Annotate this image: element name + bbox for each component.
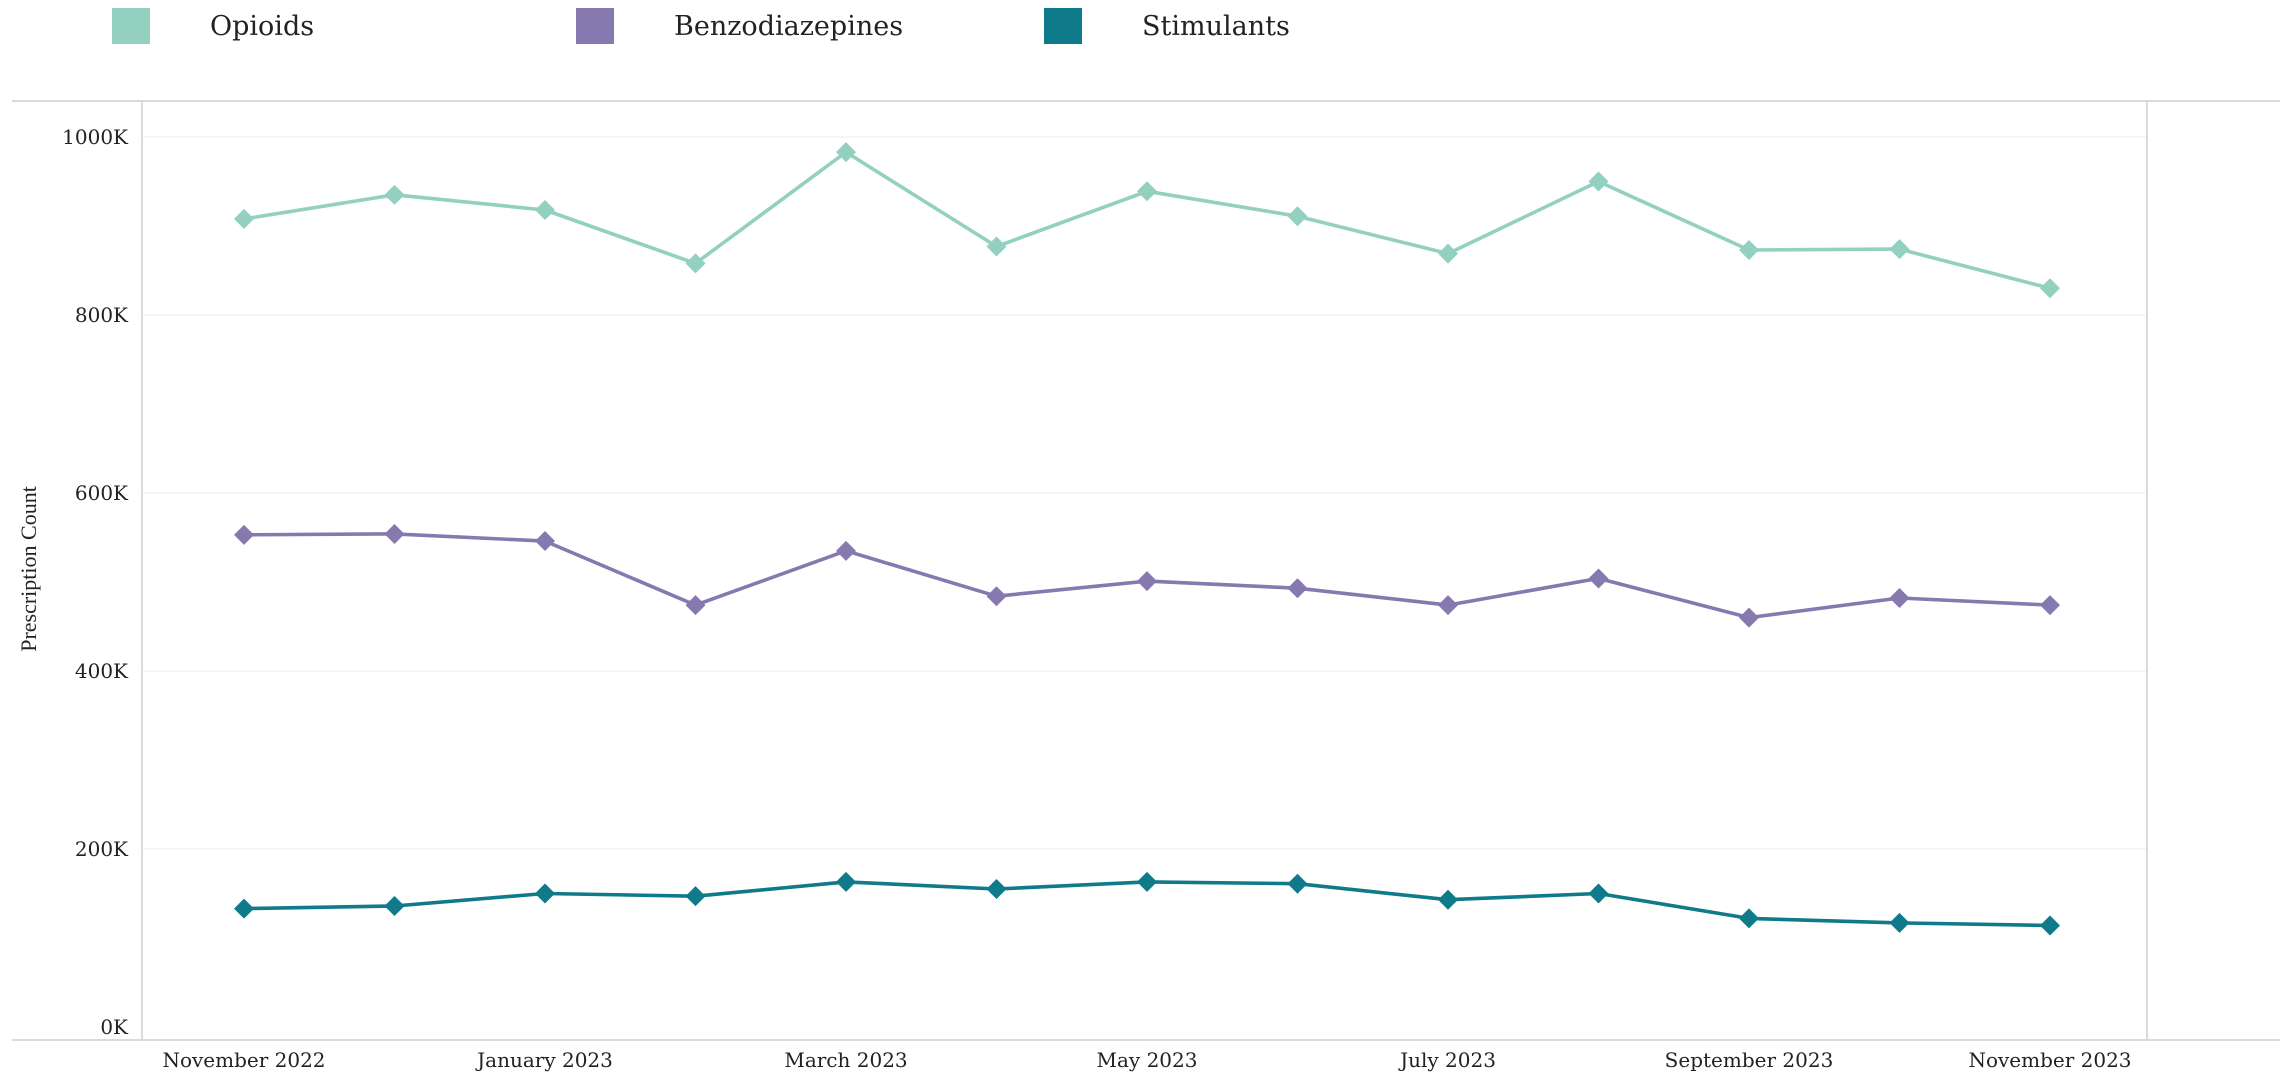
- series-opioids: [234, 142, 2060, 299]
- data-point-opioids: [685, 253, 706, 274]
- series-benzodiazepines: [234, 523, 2060, 628]
- legend-swatch-stimulants: [1044, 8, 1082, 44]
- data-point-opioids: [234, 208, 254, 229]
- chart-legend: Opioids Benzodiazepines Stimulants: [0, 0, 2287, 60]
- data-point-stimulants: [2040, 915, 2060, 936]
- x-tick-label: January 2023: [475, 1048, 613, 1072]
- x-tick-label: March 2023: [784, 1048, 907, 1072]
- data-point-benzodiazepines: [234, 524, 254, 545]
- data-point-benzodiazepines: [1588, 568, 1609, 589]
- data-point-stimulants: [986, 879, 1007, 900]
- data-point-opioids: [1287, 206, 1308, 227]
- series-line-opioids: [243, 150, 2051, 291]
- data-point-opioids: [384, 184, 405, 205]
- x-tick-label: July 2023: [1398, 1048, 1496, 1072]
- data-point-opioids: [1588, 171, 1609, 192]
- legend-item-opioids: Opioids: [112, 6, 314, 46]
- data-point-benzodiazepines: [535, 531, 555, 552]
- data-point-opioids: [1137, 181, 1157, 202]
- x-tick-label: September 2023: [1665, 1048, 1834, 1072]
- data-point-stimulants: [1137, 871, 1157, 892]
- data-point-benzodiazepines: [1137, 571, 1157, 592]
- data-point-opioids: [535, 199, 555, 220]
- y-tick-label: 400K: [75, 659, 129, 683]
- data-point-stimulants: [1739, 908, 1759, 929]
- y-tick-label: 1000K: [62, 125, 129, 149]
- legend-label-opioids: Opioids: [210, 10, 315, 42]
- legend-label-stimulants: Stimulants: [1142, 10, 1290, 42]
- y-axis-title: Prescription Count: [16, 486, 41, 652]
- data-point-stimulants: [1889, 912, 1910, 933]
- data-point-stimulants: [1287, 873, 1308, 894]
- data-point-opioids: [1438, 243, 1458, 264]
- legend-item-stimulants: Stimulants: [1044, 6, 1290, 46]
- legend-item-benzodiazepines: Benzodiazepines: [576, 6, 903, 46]
- data-point-benzodiazepines: [836, 540, 856, 561]
- data-point-stimulants: [535, 883, 555, 904]
- data-point-opioids: [1739, 240, 1759, 261]
- data-point-stimulants: [836, 871, 856, 892]
- data-point-stimulants: [1588, 883, 1609, 904]
- series-stimulants: [234, 871, 2060, 936]
- y-tick-label: 0K: [100, 1015, 129, 1039]
- data-point-stimulants: [1438, 889, 1458, 910]
- data-point-benzodiazepines: [2040, 595, 2060, 616]
- data-point-opioids: [836, 142, 856, 163]
- data-point-benzodiazepines: [1438, 595, 1458, 616]
- data-point-benzodiazepines: [1739, 607, 1759, 628]
- x-axis-ticks: November 2022 January 2023 March 2023 May 2…: [162, 1048, 2131, 1072]
- data-point-opioids: [2040, 278, 2060, 299]
- legend-swatch-opioids: [112, 8, 150, 44]
- data-point-benzodiazepines: [685, 595, 706, 616]
- gridlines: [143, 136, 2146, 850]
- data-point-benzodiazepines: [384, 523, 405, 544]
- data-point-benzodiazepines: [986, 586, 1007, 607]
- x-tick-label: November 2022: [162, 1048, 325, 1072]
- y-tick-label: 600K: [75, 481, 129, 505]
- legend-swatch-benzodiazepines: [576, 8, 614, 44]
- data-point-opioids: [1889, 239, 1910, 260]
- y-tick-label: 800K: [75, 303, 129, 327]
- data-point-stimulants: [234, 898, 254, 919]
- x-tick-label: May 2023: [1097, 1048, 1198, 1072]
- legend-label-benzodiazepines: Benzodiazepines: [674, 10, 904, 42]
- data-point-benzodiazepines: [1889, 588, 1910, 609]
- data-point-opioids: [986, 236, 1007, 257]
- x-tick-label: November 2023: [1968, 1048, 2131, 1072]
- data-point-stimulants: [685, 886, 706, 907]
- y-axis-ticks: 0K 200K 400K 600K 800K 1000K: [62, 125, 129, 1039]
- data-point-benzodiazepines: [1287, 578, 1308, 599]
- data-point-stimulants: [384, 895, 405, 916]
- y-tick-label: 200K: [75, 837, 129, 861]
- series-group: [234, 142, 2060, 936]
